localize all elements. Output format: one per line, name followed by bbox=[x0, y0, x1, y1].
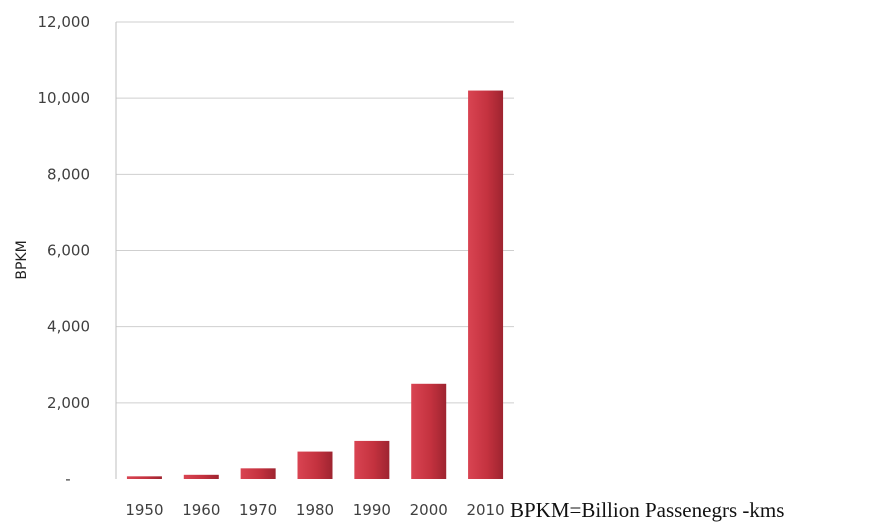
x-tick-label: 2010 bbox=[466, 501, 504, 519]
x-tick-label: 1980 bbox=[296, 501, 334, 519]
y-tick-label: 6,000 bbox=[47, 242, 90, 260]
bar-1970 bbox=[240, 468, 276, 479]
bar-2010 bbox=[468, 90, 504, 480]
bar-1950 bbox=[126, 476, 162, 479]
bar-1980 bbox=[297, 451, 333, 479]
y-tick-label: 2,000 bbox=[47, 394, 90, 412]
y-tick-label: 10,000 bbox=[38, 89, 91, 107]
bar-1990 bbox=[354, 440, 390, 479]
x-tick-label: 1990 bbox=[353, 501, 391, 519]
bar-1960 bbox=[183, 474, 219, 479]
x-tick-label: 1970 bbox=[239, 501, 277, 519]
footnote: BPKM=Billion Passenegrs -kms bbox=[510, 498, 785, 522]
gridlines bbox=[116, 21, 514, 404]
y-tick-label: 8,000 bbox=[47, 165, 90, 183]
x-tick-labels: 1950 1960 1970 1980 1990 2000 2010 bbox=[125, 501, 504, 519]
y-tick-label: 4,000 bbox=[47, 318, 90, 336]
bar-2000 bbox=[411, 383, 447, 479]
x-tick-label: 1950 bbox=[125, 501, 163, 519]
y-axis-label: BPKM bbox=[14, 240, 30, 279]
y-tick-labels: - 2,000 4,000 6,000 8,000 10,000 12,000 bbox=[38, 13, 91, 488]
y-tick-label: - bbox=[65, 470, 70, 488]
bars bbox=[126, 90, 504, 480]
y-tick-label: 12,000 bbox=[38, 13, 91, 31]
x-tick-label: 2000 bbox=[410, 501, 448, 519]
x-tick-label: 1960 bbox=[182, 501, 220, 519]
